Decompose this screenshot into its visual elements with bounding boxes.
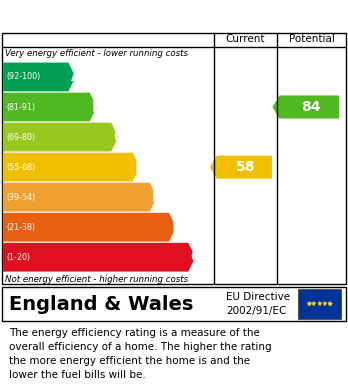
Text: B: B — [92, 100, 104, 115]
Text: (21-38): (21-38) — [6, 223, 35, 232]
Text: ★: ★ — [311, 301, 317, 307]
Polygon shape — [272, 95, 339, 118]
Text: D: D — [135, 160, 148, 175]
Text: (39-54): (39-54) — [6, 193, 35, 202]
Text: A: A — [71, 70, 82, 84]
Text: ★: ★ — [307, 301, 313, 307]
Text: 58: 58 — [236, 160, 255, 174]
Text: Not energy efficient - higher running costs: Not energy efficient - higher running co… — [5, 275, 188, 284]
Text: 2002/91/EC: 2002/91/EC — [226, 306, 286, 316]
Text: ★: ★ — [305, 301, 311, 307]
Polygon shape — [3, 213, 176, 242]
Polygon shape — [3, 63, 76, 91]
Polygon shape — [3, 123, 118, 151]
Text: (1-20): (1-20) — [6, 253, 30, 262]
Polygon shape — [3, 243, 195, 272]
Text: Very energy efficient - lower running costs: Very energy efficient - lower running co… — [5, 49, 188, 58]
Text: ★: ★ — [311, 301, 317, 307]
Text: The energy efficiency rating is a measure of the
overall efficiency of a home. T: The energy efficiency rating is a measur… — [9, 328, 271, 380]
Text: F: F — [171, 220, 182, 235]
Bar — [298, 289, 341, 319]
Text: ★: ★ — [322, 301, 328, 307]
Text: EU Directive: EU Directive — [226, 292, 290, 302]
Text: 84: 84 — [301, 100, 320, 114]
Text: (69-80): (69-80) — [6, 133, 35, 142]
Text: (92-100): (92-100) — [6, 72, 40, 81]
Text: ★: ★ — [307, 301, 313, 307]
Text: E: E — [152, 190, 162, 204]
Polygon shape — [3, 183, 157, 212]
Text: ★: ★ — [326, 301, 332, 307]
Text: ★: ★ — [326, 301, 332, 307]
Text: ★: ★ — [327, 301, 333, 307]
Text: (55-68): (55-68) — [6, 163, 35, 172]
Polygon shape — [3, 93, 97, 122]
Text: Current: Current — [226, 34, 265, 45]
Text: ★: ★ — [322, 301, 328, 307]
Text: ★: ★ — [316, 301, 322, 307]
Polygon shape — [3, 153, 140, 181]
Text: ★: ★ — [316, 301, 322, 307]
Text: (81-91): (81-91) — [6, 102, 35, 111]
Text: England & Wales: England & Wales — [9, 294, 193, 314]
Text: Energy Efficiency Rating: Energy Efficiency Rating — [9, 9, 219, 23]
Text: Potential: Potential — [288, 34, 334, 45]
Polygon shape — [210, 156, 272, 179]
Text: G: G — [190, 250, 203, 265]
Text: C: C — [113, 129, 125, 145]
